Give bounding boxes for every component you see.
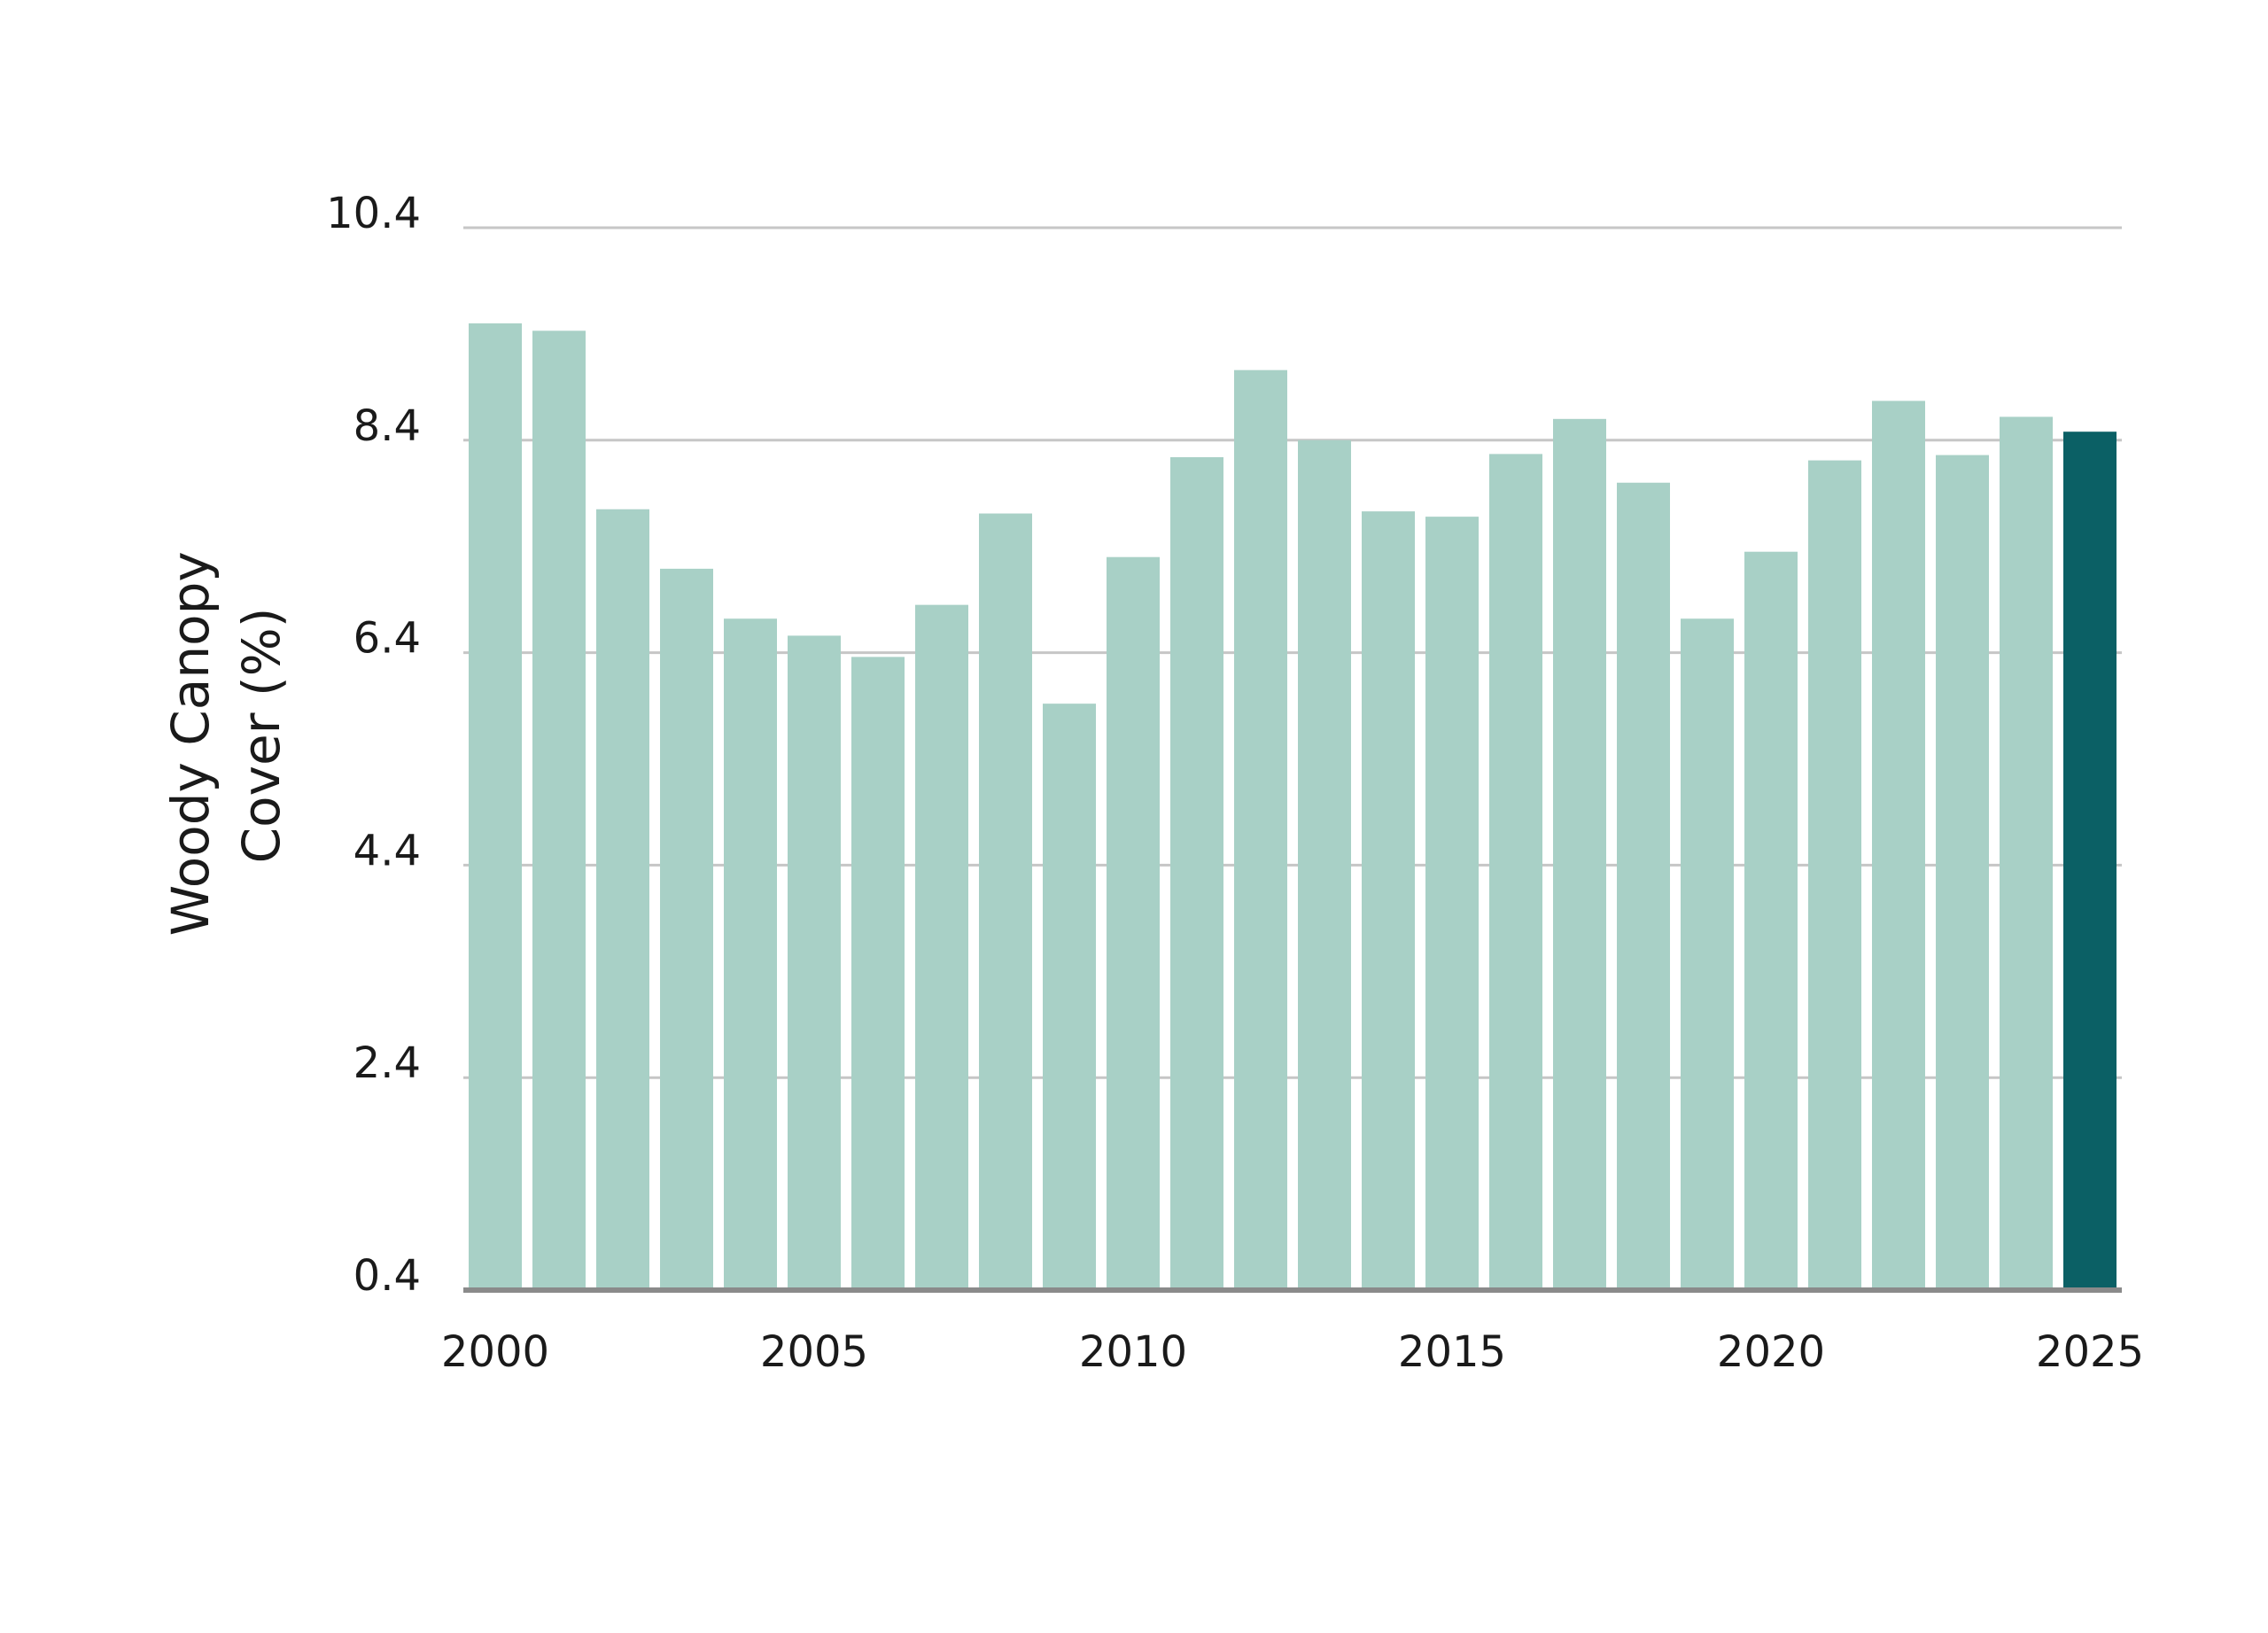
bar [2000, 416, 2053, 1290]
bar [724, 618, 777, 1290]
y-axis-title-line-2: Cover (%) [231, 608, 291, 864]
bar [596, 509, 649, 1290]
bar [788, 635, 841, 1290]
bar [469, 323, 522, 1290]
x-tick-label: 2020 [1717, 1327, 1825, 1377]
bar [1425, 517, 1479, 1290]
x-tick-label: 2025 [2036, 1327, 2144, 1377]
bar [1107, 556, 1160, 1290]
bar [979, 513, 1032, 1290]
bar [1681, 618, 1734, 1290]
y-axis-title-line-1: Woody Canopy [160, 551, 221, 936]
y-tick-label: 0.4 [353, 1251, 421, 1301]
bar [660, 568, 713, 1290]
y-tick-label: 10.4 [326, 189, 421, 238]
y-tick-label: 8.4 [353, 401, 421, 451]
bar [1489, 454, 1542, 1290]
bar [915, 604, 968, 1290]
x-tick-label: 2015 [1398, 1327, 1506, 1377]
y-tick-label: 4.4 [353, 826, 421, 875]
y-tick-labels: 0.4 2.4 4.4 6.4 8.4 10.4 [326, 189, 421, 1301]
x-tick-label: 2005 [760, 1327, 868, 1377]
bar [1808, 460, 1861, 1290]
bar [1362, 511, 1415, 1290]
bar [1872, 400, 1925, 1290]
bar [851, 657, 905, 1290]
bar-highlight [2063, 432, 2117, 1290]
bar [1170, 456, 1223, 1290]
y-tick-label: 2.4 [353, 1038, 421, 1088]
bar [532, 330, 586, 1291]
y-axis-title: Woody Canopy Cover (%) [160, 535, 291, 936]
bars [469, 323, 2117, 1291]
x-tick-label: 2000 [441, 1327, 549, 1377]
bar [1617, 482, 1670, 1290]
bar [1936, 455, 1989, 1290]
bar [1234, 369, 1287, 1290]
x-tick-label: 2010 [1079, 1327, 1187, 1377]
y-tick-label: 6.4 [353, 614, 421, 664]
bar [1553, 418, 1606, 1290]
bar [1298, 439, 1351, 1290]
bar [1744, 551, 1798, 1290]
x-tick-labels: 2000 2005 2010 2015 2020 2025 [441, 1327, 2144, 1377]
bar [1043, 704, 1096, 1290]
